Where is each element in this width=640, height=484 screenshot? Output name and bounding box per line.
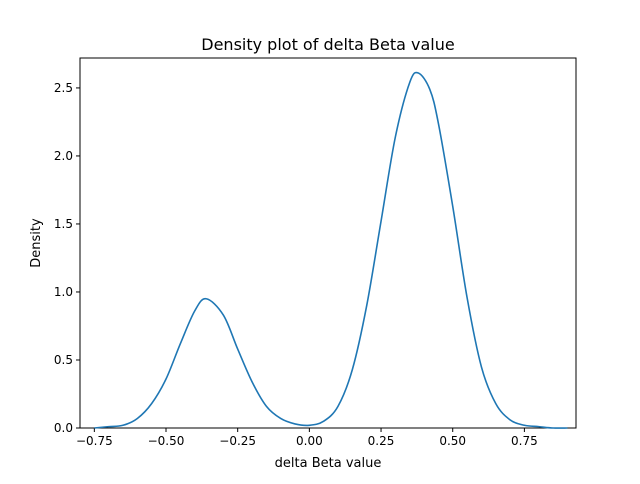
x-tick-label: 0.00 <box>296 434 323 448</box>
x-tick-label: −0.50 <box>148 434 185 448</box>
y-tick-label: 2.0 <box>54 149 73 163</box>
y-tick-label: 0.0 <box>54 421 73 435</box>
y-tick-label: 1.5 <box>54 217 73 231</box>
y-axis-ticks: 0.0 0.5 1.0 1.5 2.0 2.5 <box>54 81 80 435</box>
x-tick-label: 0.75 <box>511 434 538 448</box>
chart-title: Density plot of delta Beta value <box>201 35 454 54</box>
y-axis-label: Density <box>29 218 44 268</box>
x-tick-label: 0.25 <box>368 434 395 448</box>
y-tick-label: 2.5 <box>54 81 73 95</box>
y-tick-label: 0.5 <box>54 353 73 367</box>
plot-area-frame <box>79 57 577 429</box>
x-axis-label: delta Beta value <box>275 456 382 471</box>
x-tick-label: −0.75 <box>76 434 113 448</box>
density-curve-line <box>94 71 568 429</box>
x-axis-ticks: −0.75 −0.50 −0.25 0.00 0.25 0.50 0.75 <box>76 428 538 448</box>
x-tick-label: −0.25 <box>219 434 256 448</box>
x-tick-label: 0.50 <box>439 434 466 448</box>
y-tick-label: 1.0 <box>54 285 73 299</box>
